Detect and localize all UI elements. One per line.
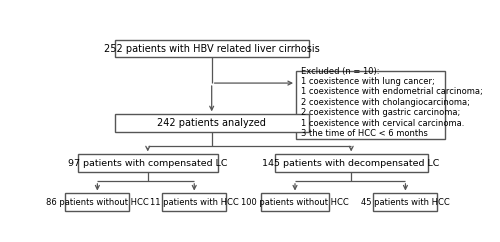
Text: 86 patients without HCC: 86 patients without HCC <box>46 198 149 207</box>
Text: 252 patients with HBV related liver cirrhosis: 252 patients with HBV related liver cirr… <box>104 44 320 54</box>
Text: Excluded (n = 10):
1 coexistence with lung cancer;
1 coexistence with endometria: Excluded (n = 10): 1 coexistence with lu… <box>300 67 482 138</box>
Text: 100 patients without HCC: 100 patients without HCC <box>241 198 349 207</box>
FancyBboxPatch shape <box>374 194 438 211</box>
Text: 145 patients with decompensated LC: 145 patients with decompensated LC <box>262 159 440 168</box>
FancyBboxPatch shape <box>115 114 308 132</box>
Text: 97 patients with compensated LC: 97 patients with compensated LC <box>68 159 228 168</box>
Text: 242 patients analyzed: 242 patients analyzed <box>157 118 266 128</box>
FancyBboxPatch shape <box>274 154 428 172</box>
Text: 45 patients with HCC: 45 patients with HCC <box>361 198 450 207</box>
FancyBboxPatch shape <box>78 154 218 172</box>
Text: 11 patients with HCC: 11 patients with HCC <box>150 198 238 207</box>
FancyBboxPatch shape <box>115 40 308 57</box>
FancyBboxPatch shape <box>162 194 226 211</box>
FancyBboxPatch shape <box>66 194 130 211</box>
FancyBboxPatch shape <box>261 194 329 211</box>
FancyBboxPatch shape <box>296 70 445 138</box>
